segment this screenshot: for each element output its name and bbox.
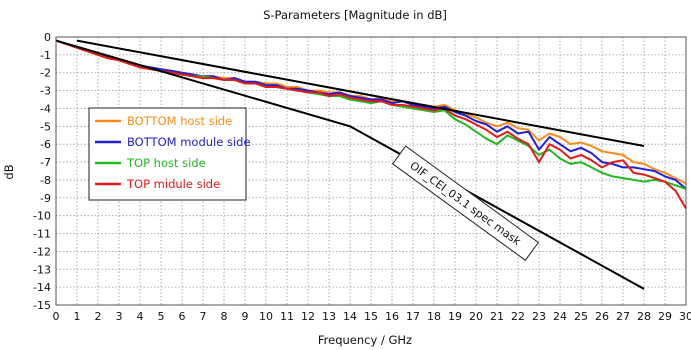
y-axis-ticks: 0 -1 -2 -3 -4 -5 -6 -7 -8 -9 -10 -11 -12 -13 -14 -15: [33, 31, 51, 312]
x-tick-label: 11: [280, 310, 294, 323]
legend-entry: TOP host side: [126, 156, 206, 170]
x-tick-label: 2: [95, 310, 102, 323]
x-tick-label: 20: [469, 310, 483, 323]
y-tick-label: -15: [33, 299, 51, 312]
x-tick-label: 22: [511, 310, 525, 323]
x-tick-label: 12: [301, 310, 315, 323]
x-tick-label: 8: [221, 310, 228, 323]
legend: BOTTOM host side BOTTOM module side TOP ho…: [88, 107, 251, 201]
y-tick-label: 0: [44, 31, 51, 44]
x-tick-label: 17: [406, 310, 420, 323]
y-tick-label: -14: [33, 281, 51, 294]
legend-entry: BOTTOM module side: [127, 135, 251, 149]
legend-entry: TOP midule side: [126, 177, 220, 191]
spec-mask-line: [76, 39, 645, 147]
x-tick-label: 25: [574, 310, 588, 323]
spec-mask: [55, 39, 645, 290]
x-tick-label: 6: [179, 310, 186, 323]
x-tick-label: 29: [658, 310, 672, 323]
y-axis-label: dB: [2, 164, 16, 179]
x-axis-label: Frequency / GHz: [318, 333, 412, 347]
y-tick-label: -8: [40, 174, 51, 187]
y-tick-label: -13: [33, 263, 51, 276]
y-tick-label: -12: [33, 245, 51, 258]
y-tick-label: -11: [33, 228, 51, 241]
x-tick-label: 30: [679, 310, 691, 323]
y-tick-label: -10: [33, 210, 51, 223]
x-tick-label: 0: [53, 310, 60, 323]
spec-mask-line: [55, 39, 645, 290]
x-axis-ticks: 0 1 2 3 4 5 6 7 8 9 10 11 12 13 14 15 16 17 18 19 20 21 22 23 24…: [53, 310, 691, 323]
x-tick-label: 7: [200, 310, 207, 323]
chart-title: S-Parameters [Magnitude in dB]: [263, 8, 447, 22]
x-tick-label: 3: [116, 310, 123, 323]
x-tick-label: 1: [74, 310, 81, 323]
y-tick-label: -7: [40, 156, 51, 169]
y-tick-label: -9: [40, 192, 51, 205]
x-tick-label: 5: [158, 310, 165, 323]
x-tick-label: 28: [637, 310, 651, 323]
legend-entry: BOTTOM host side: [127, 114, 232, 128]
y-tick-label: -1: [40, 49, 51, 62]
y-tick-label: -2: [40, 67, 51, 80]
x-tick-label: 14: [343, 310, 357, 323]
x-tick-label: 15: [364, 310, 378, 323]
plot-frame: [55, 36, 687, 306]
x-tick-label: 27: [616, 310, 630, 323]
annotation-box: [391, 145, 540, 261]
x-tick-label: 21: [490, 310, 504, 323]
x-tick-label: 24: [553, 310, 567, 323]
x-tick-label: 9: [242, 310, 249, 323]
y-tick-label: -5: [40, 120, 51, 133]
x-tick-label: 16: [385, 310, 399, 323]
x-tick-label: 19: [448, 310, 462, 323]
x-tick-label: 13: [322, 310, 336, 323]
x-tick-label: 4: [137, 310, 144, 323]
y-tick-label: -3: [40, 85, 51, 98]
y-tick-label: -6: [40, 138, 51, 151]
x-tick-label: 23: [532, 310, 546, 323]
series-line: [55, 39, 687, 190]
y-tick-label: -4: [40, 102, 51, 115]
x-tick-label: 26: [595, 310, 609, 323]
x-tick-label: 10: [259, 310, 273, 323]
x-tick-label: 18: [427, 310, 441, 323]
